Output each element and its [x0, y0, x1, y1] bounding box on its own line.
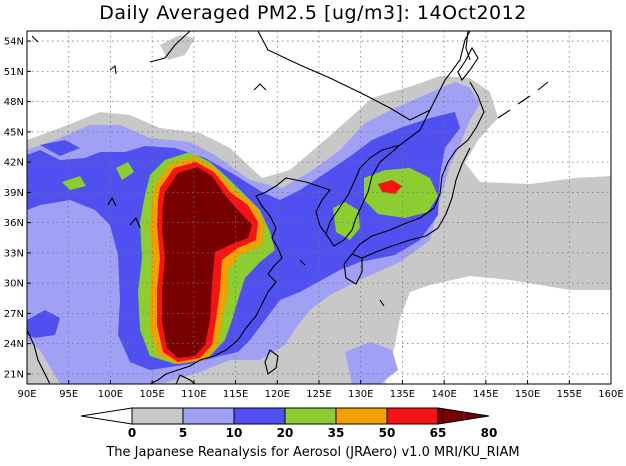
lat-tick-labels: 54N 51N 48N 45N 42N 39N 36N 33N 30N 27N 24N 21N: [4, 37, 24, 381]
map-frame: [26, 30, 612, 385]
coastline-hainan: [175, 374, 196, 384]
coastline-japan: [351, 81, 485, 259]
lon-tick-label: 95E: [59, 389, 78, 400]
coastline-west: [27, 329, 51, 384]
lon-tick-label: 120E: [265, 389, 290, 400]
lon-tick-label: 125E: [306, 389, 331, 400]
lat-tick-label: 21N: [4, 369, 24, 380]
contour-gray: [160, 35, 195, 60]
colorbar-level-label: 50: [379, 426, 396, 440]
lon-tick-label: 160E: [598, 389, 623, 400]
coastline-korea-east: [367, 144, 401, 193]
coastlines: [27, 31, 549, 384]
colorbar-swatch: [182, 407, 235, 425]
contour-lightblue: [345, 342, 398, 384]
colorbar-level-label: 5: [179, 426, 187, 440]
colorbar-swatch: [335, 407, 388, 425]
lat-tick-label: 39N: [4, 188, 24, 199]
lat-tick-label: 51N: [4, 67, 24, 78]
colorbar-arrow-high: [437, 407, 490, 425]
lon-tick-label: 150E: [515, 389, 540, 400]
colorbar-level-label: 20: [277, 426, 294, 440]
colorbar-level-label: 35: [328, 426, 345, 440]
lat-tick-label: 48N: [4, 97, 24, 108]
colorbar-level-label: 80: [481, 426, 498, 440]
contour-green: [116, 162, 134, 180]
contour-blue: [27, 310, 60, 338]
contour-lightblue: [27, 258, 85, 318]
lon-tick-label: 90E: [17, 389, 36, 400]
colorbar-level-label: 10: [226, 426, 243, 440]
concentration-field: [27, 35, 611, 384]
colorbar-swatch: [386, 407, 439, 425]
colorbar-level-label: 0: [128, 426, 136, 440]
footer-credit: The Japanese Reanalysis for Aerosol (JRA…: [106, 445, 520, 460]
lon-tick-label: 140E: [431, 389, 456, 400]
coastline-hokkaido: [457, 46, 479, 82]
coastline-mainland: [149, 31, 471, 384]
lat-tick-label: 54N: [4, 37, 24, 48]
lat-tick-label: 27N: [4, 309, 24, 320]
lat-tick-label: 42N: [4, 158, 24, 169]
lon-tick-label: 135E: [390, 389, 415, 400]
lat-tick-label: 36N: [4, 218, 24, 229]
lat-tick-label: 33N: [4, 248, 24, 259]
contour-green: [364, 168, 438, 218]
colorbar-arrow-low: [80, 407, 133, 425]
lon-tick-label: 105E: [139, 389, 164, 400]
lon-tick-label: 100E: [98, 389, 123, 400]
coastline-taiwan: [264, 349, 279, 375]
colorbar: 0 5 10 20 35 50 65 80: [80, 407, 498, 440]
colorbar-level-label: 65: [430, 426, 447, 440]
colorbar-swatch: [284, 407, 337, 425]
lon-tick-label: 110E: [181, 389, 206, 400]
coastline-sakhalin: [465, 31, 471, 61]
coastline-kurils: [497, 81, 549, 119]
lat-tick-label: 45N: [4, 127, 24, 138]
contour-red: [378, 180, 402, 194]
colorbar-swatch: [131, 407, 184, 425]
lon-tick-label: 130E: [348, 389, 373, 400]
lon-tick-label: 155E: [557, 389, 582, 400]
lon-tick-label: 115E: [223, 389, 248, 400]
coastline-kyushu: [343, 253, 363, 285]
contour-blue: [40, 140, 80, 156]
colorbar-swatch: [233, 407, 286, 425]
contour-maroon: [162, 167, 252, 358]
contour-green: [62, 176, 86, 190]
contour-green: [333, 202, 360, 240]
coastline-islands: [31, 35, 385, 307]
lat-tick-label: 30N: [4, 279, 24, 290]
lat-tick-label: 24N: [4, 339, 24, 350]
map-title: Daily Averaged PM2.5 [ug/m3]: 14Oct2012: [99, 2, 527, 24]
lon-tick-label: 145E: [473, 389, 498, 400]
lon-tick-labels: 90E 95E 100E 105E 110E 115E 120E 125E 130E 135E 14…: [17, 389, 623, 400]
